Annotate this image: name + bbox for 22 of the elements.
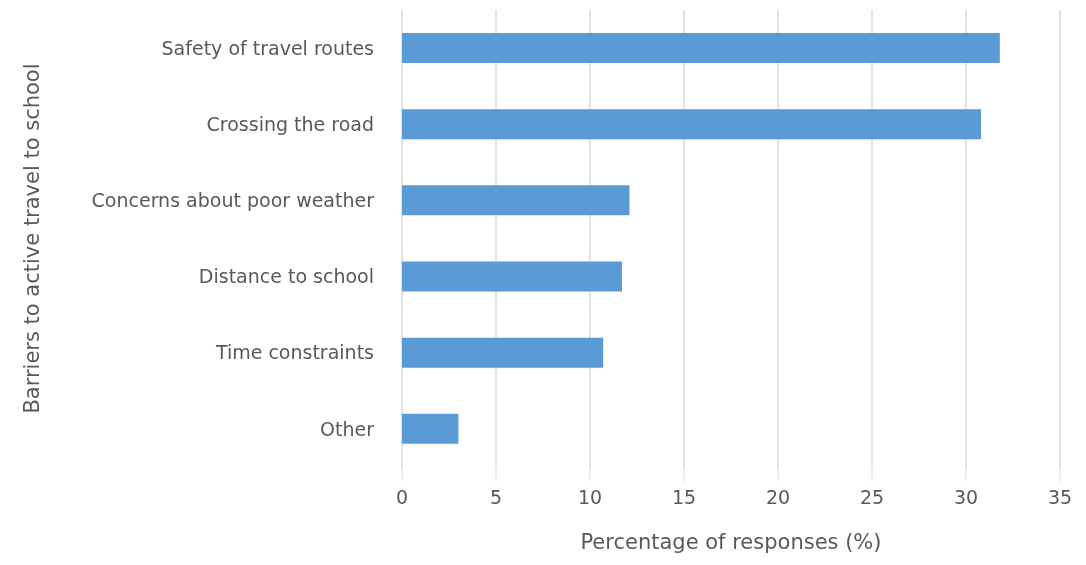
x-axis-title: Percentage of responses (%) <box>580 530 882 554</box>
x-tick-label: 10 <box>577 486 603 509</box>
bar <box>402 33 1000 63</box>
bar <box>402 109 982 140</box>
x-tick-label: 25 <box>859 486 885 509</box>
x-tick-label: 0 <box>395 486 409 509</box>
x-tick-label: 35 <box>1047 486 1073 509</box>
y-tick-label: Time constraints <box>214 341 374 364</box>
x-tick-label: 30 <box>953 486 979 509</box>
bar <box>402 185 630 216</box>
y-tick-label: Other <box>320 417 375 440</box>
y-tick-label: Distance to school <box>198 265 374 288</box>
x-tick-label: 20 <box>765 486 791 509</box>
x-tick-label: 5 <box>489 486 503 509</box>
bar <box>402 337 604 368</box>
y-tick-label: Safety of travel routes <box>161 36 374 59</box>
bar <box>402 261 622 292</box>
bar <box>402 413 459 444</box>
y-axis-title: Barriers to active travel to school <box>20 63 45 414</box>
x-tick-label: 15 <box>671 486 697 509</box>
y-tick-label: Concerns about poor weather <box>91 189 375 212</box>
y-tick-label: Crossing the road <box>206 113 374 135</box>
